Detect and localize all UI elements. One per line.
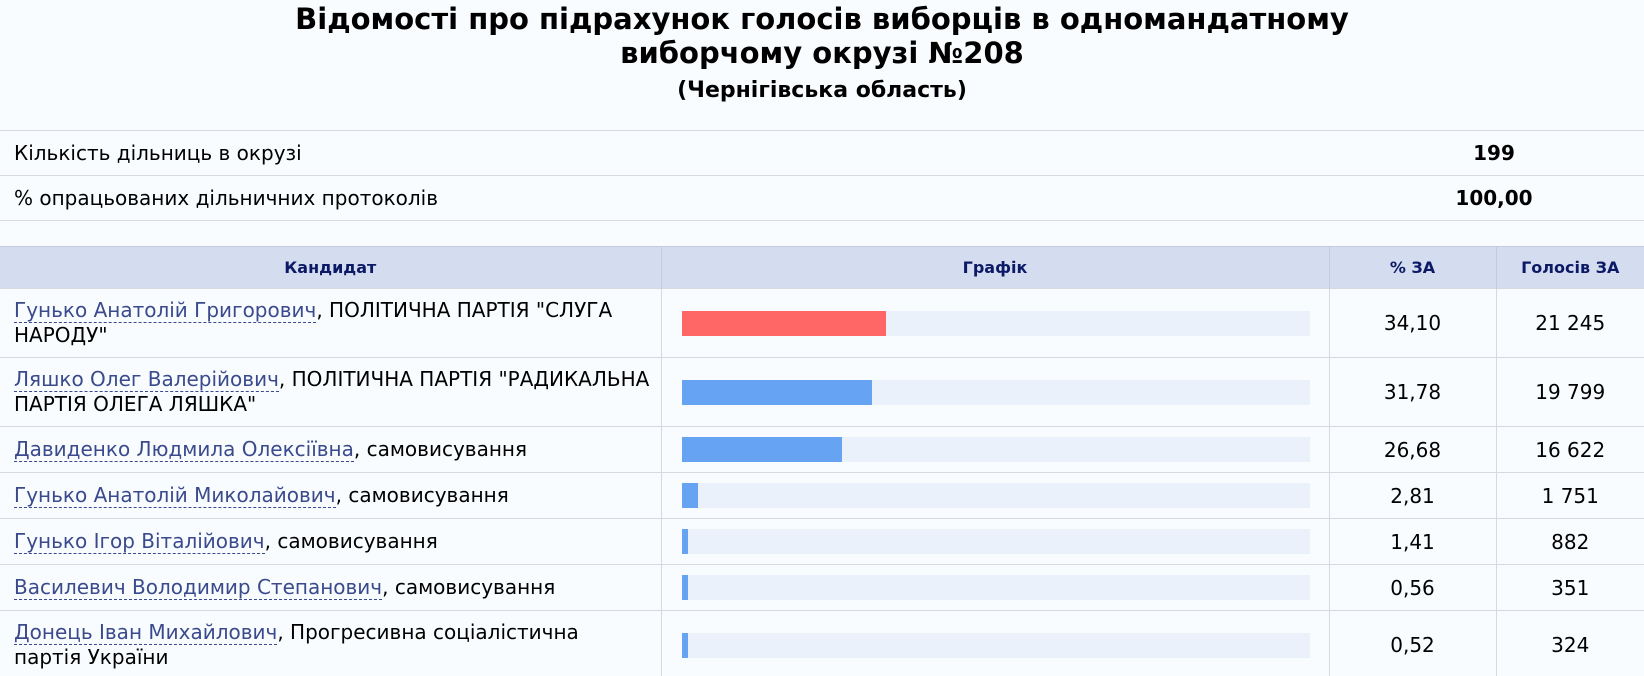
candidate-cell: Давиденко Людмила Олексіївна, самовисува… bbox=[0, 426, 662, 473]
table-row: Ляшко Олег Валерійович, ПОЛІТИЧНА ПАРТІЯ… bbox=[0, 357, 1644, 427]
summary-row-precincts: Кількість дільниць в окрузі 199 bbox=[0, 130, 1644, 175]
bar-track bbox=[681, 529, 1310, 554]
candidate-cell: Гунько Ігор Віталійович, самовисування bbox=[0, 518, 662, 565]
summary-label: % опрацьованих дільничних протоколів bbox=[14, 186, 439, 210]
chart-cell bbox=[661, 357, 1330, 427]
table-row: Давиденко Людмила Олексіївна, самовисува… bbox=[0, 426, 1644, 473]
candidate-cell: Донець Іван Михайлович, Прогресивна соці… bbox=[0, 610, 662, 676]
table-row: Василевич Володимир Степанович, самовису… bbox=[0, 564, 1644, 611]
votes-cell: 351 bbox=[1496, 564, 1644, 611]
percent-cell: 34,10 bbox=[1329, 288, 1497, 358]
votes-cell: 882 bbox=[1496, 518, 1644, 565]
percent-cell: 0,52 bbox=[1329, 610, 1497, 676]
table-row: Гунько Анатолій Миколайович, самовисуван… bbox=[0, 472, 1644, 519]
page-title: Відомості про підрахунок голосів виборці… bbox=[0, 0, 1644, 70]
candidate-cell: Василевич Володимир Степанович, самовису… bbox=[0, 564, 662, 611]
chart-cell bbox=[661, 472, 1330, 519]
candidate-cell: Гунько Анатолій Григорович, ПОЛІТИЧНА ПА… bbox=[0, 288, 662, 358]
results-header-row: Кандидат Графік % ЗА Голосів ЗА bbox=[0, 246, 1644, 289]
percent-cell: 0,56 bbox=[1329, 564, 1497, 611]
summary-label: Кількість дільниць в окрузі bbox=[14, 141, 302, 165]
bar-fill bbox=[681, 529, 688, 554]
votes-cell: 1 751 bbox=[1496, 472, 1644, 519]
summary-table: Кількість дільниць в окрузі 199 % опраць… bbox=[0, 130, 1644, 221]
bar-track bbox=[681, 310, 1310, 336]
candidate-name-link[interactable]: Гунько Анатолій Миколайович bbox=[14, 483, 336, 508]
table-row: Гунько Анатолій Григорович, ПОЛІТИЧНА ПА… bbox=[0, 288, 1644, 358]
page-title-line-1: Відомості про підрахунок голосів виборці… bbox=[295, 2, 1349, 36]
chart-cell bbox=[661, 518, 1330, 565]
percent-cell: 2,81 bbox=[1329, 472, 1497, 519]
chart-cell bbox=[661, 288, 1330, 358]
page-subtitle: (Чернігівська область) bbox=[677, 78, 967, 103]
bar-fill bbox=[681, 379, 873, 405]
votes-cell: 324 bbox=[1496, 610, 1644, 676]
candidate-cell: Ляшко Олег Валерійович, ПОЛІТИЧНА ПАРТІЯ… bbox=[0, 357, 662, 427]
results-table: Кандидат Графік % ЗА Голосів ЗА Гунько А… bbox=[0, 246, 1644, 676]
candidate-affiliation: , самовисування bbox=[335, 483, 509, 507]
percent-cell: 26,68 bbox=[1329, 426, 1497, 473]
votes-cell: 16 622 bbox=[1496, 426, 1644, 473]
candidate-name-link[interactable]: Гунько Ігор Віталійович bbox=[14, 529, 265, 554]
results-body: Гунько Анатолій Григорович, ПОЛІТИЧНА ПА… bbox=[0, 288, 1644, 676]
bar-track bbox=[681, 632, 1310, 658]
table-row: Гунько Ігор Віталійович, самовисування 1,… bbox=[0, 518, 1644, 565]
column-header-percent: % ЗА bbox=[1329, 246, 1497, 289]
bar-fill bbox=[681, 437, 842, 462]
candidate-name-link[interactable]: Василевич Володимир Степанович bbox=[14, 575, 383, 600]
summary-value: 100,00 bbox=[1455, 186, 1533, 210]
chart-cell bbox=[661, 426, 1330, 473]
candidate-name-link[interactable]: Давиденко Людмила Олексіївна bbox=[14, 437, 354, 462]
table-row: Донець Іван Михайлович, Прогресивна соці… bbox=[0, 610, 1644, 676]
candidate-name-link[interactable]: Ляшко Олег Валерійович bbox=[14, 367, 279, 392]
bar-track bbox=[681, 483, 1310, 508]
candidate-cell: Гунько Анатолій Миколайович, самовисуван… bbox=[0, 472, 662, 519]
chart-cell bbox=[661, 564, 1330, 611]
votes-cell: 21 245 bbox=[1496, 288, 1644, 358]
candidate-affiliation: , самовисування bbox=[264, 529, 438, 553]
percent-cell: 1,41 bbox=[1329, 518, 1497, 565]
candidate-affiliation: , самовисування bbox=[353, 437, 528, 461]
candidate-affiliation: , ПОЛІТИЧНА ПАРТІЯ "РАДИКАЛЬНА ПАРТІЯ ОЛ… bbox=[14, 367, 650, 416]
candidate-affiliation: , ПОЛІТИЧНА ПАРТІЯ "СЛУГА НАРОДУ" bbox=[14, 298, 613, 347]
bar-track bbox=[681, 575, 1310, 600]
bar-fill bbox=[681, 632, 688, 658]
bar-fill bbox=[681, 310, 887, 336]
column-header-candidate: Кандидат bbox=[0, 246, 662, 289]
candidate-affiliation: , самовисування bbox=[382, 575, 556, 599]
summary-value: 199 bbox=[1473, 141, 1515, 165]
candidate-name-link[interactable]: Донець Іван Михайлович bbox=[14, 620, 278, 645]
column-header-chart: Графік bbox=[661, 246, 1330, 289]
candidate-name-link[interactable]: Гунько Анатолій Григорович bbox=[14, 298, 317, 323]
bar-fill bbox=[681, 575, 688, 600]
bar-fill bbox=[681, 483, 699, 508]
votes-cell: 19 799 bbox=[1496, 357, 1644, 427]
page-title-line-2: виборчому окрузі №208 bbox=[620, 36, 1024, 70]
candidate-affiliation: , Прогресивна соціалістична партія Украї… bbox=[14, 620, 579, 669]
bar-track bbox=[681, 379, 1310, 405]
summary-row-processed: % опрацьованих дільничних протоколів 100… bbox=[0, 175, 1644, 221]
percent-cell: 31,78 bbox=[1329, 357, 1497, 427]
column-header-votes: Голосів ЗА bbox=[1496, 246, 1644, 289]
chart-cell bbox=[661, 610, 1330, 676]
bar-track bbox=[681, 437, 1310, 462]
